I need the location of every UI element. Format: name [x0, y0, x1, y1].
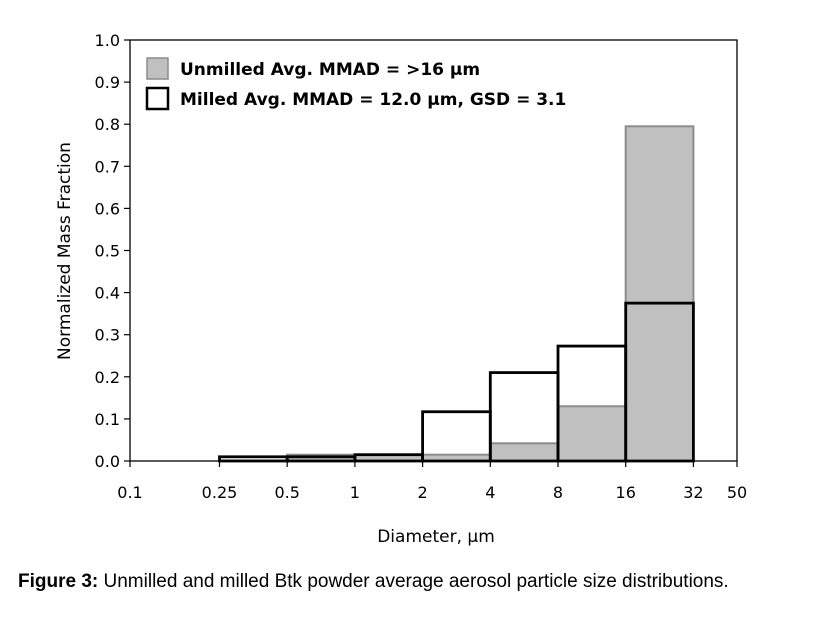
x-tick-label: 8 [553, 483, 563, 502]
legend: Unmilled Avg. MMAD = >16 µm Milled Avg. M… [145, 57, 566, 111]
milled-bar [624, 301, 695, 463]
figure-caption: Figure 3: Unmilled and milled Btk powder… [18, 570, 804, 594]
histogram-chart: 0.0 0.1 0.2 0.3 0.4 0.5 0.6 0.7 0.8 0.9 1.0 0.1 0.2… [55, 31, 747, 547]
figure-caption-label: Figure 3: [18, 571, 99, 592]
x-tick-label: 0.25 [202, 483, 238, 502]
x-tick-label: 16 [616, 483, 636, 502]
x-tick-label: 32 [683, 483, 703, 502]
unmilled-bar [557, 405, 627, 462]
unmilled-legend-swatch [146, 57, 169, 80]
x-ticks: 0.1 0.25 0.5 1 2 4 8 16 32 50 [117, 461, 747, 502]
y-tick-label: 0.5 [95, 242, 120, 261]
x-tick-label: 0.1 [117, 483, 142, 502]
y-tick-label: 0.6 [95, 199, 120, 218]
y-tick-label: 0.9 [95, 73, 120, 92]
figure-caption-text: Unmilled and milled Btk powder average a… [98, 571, 729, 592]
y-tick-label: 0.4 [95, 284, 120, 303]
milled-bar [218, 455, 289, 463]
y-tick-label: 0.8 [95, 115, 120, 134]
milled-legend-label: Milled Avg. MMAD = 12.0 µm, GSD = 3.1 [180, 90, 566, 110]
y-tick-label: 0.3 [95, 326, 120, 345]
y-axis-title: Normalized Mass Fraction [55, 142, 75, 360]
y-tick-label: 0.7 [95, 157, 120, 176]
x-tick-label: 4 [485, 483, 495, 502]
milled-legend-swatch [145, 86, 170, 111]
milled-bar [421, 410, 492, 463]
y-tick-label: 0.1 [95, 410, 120, 429]
y-ticks: 0.0 0.1 0.2 0.3 0.4 0.5 0.6 0.7 0.8 0.9 1.0 [95, 31, 130, 471]
bars [218, 125, 695, 463]
unmilled-bar [624, 125, 695, 463]
y-tick-label: 0.2 [95, 368, 120, 387]
y-tick-label: 1.0 [95, 31, 120, 50]
x-tick-label: 0.5 [274, 483, 299, 502]
unmilled-bar [489, 442, 560, 462]
x-tick-label: 1 [350, 483, 360, 502]
unmilled-legend-label: Unmilled Avg. MMAD = >16 µm [180, 60, 480, 80]
x-tick-label: 2 [418, 483, 428, 502]
x-axis-title: Diameter, µm [377, 527, 495, 547]
x-tick-label: 50 [727, 483, 747, 502]
y-tick-label: 0.0 [95, 452, 120, 471]
